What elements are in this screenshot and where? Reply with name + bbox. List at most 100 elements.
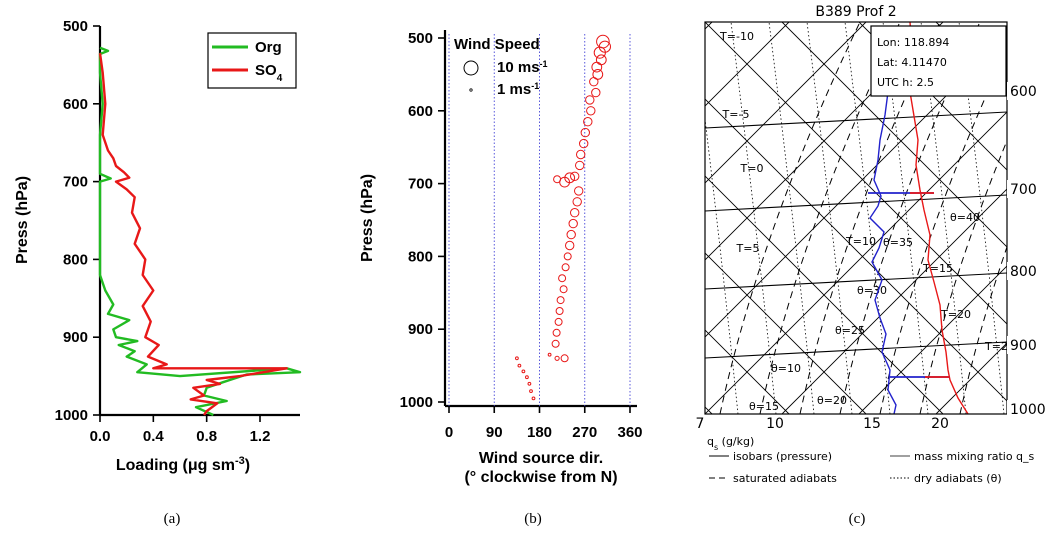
panel-c: B389 Prof 2 T=-10T=-5T=0T=5T=10T=15T=20T… — [243, 4, 1049, 485]
wind-marker — [576, 149, 586, 160]
legend-dry-label: dry adiabats (θ) — [914, 472, 1002, 485]
isobar-line — [705, 194, 1007, 212]
wind-marker — [554, 317, 563, 326]
saturated-adiabat — [879, 48, 1007, 414]
isotherm-line — [705, 329, 790, 414]
isobar-line — [705, 111, 1007, 129]
wind-marker — [552, 328, 561, 337]
dry-adiabat — [958, 22, 1005, 414]
wind-marker — [575, 160, 585, 171]
dry-adiabat-label: θ=40 — [950, 211, 980, 224]
right-label-bg — [1007, 400, 1047, 418]
panel-a-xtick-label: 0.0 — [90, 428, 111, 445]
dry-adiabat-label: θ=35 — [883, 236, 913, 249]
isobar-line — [705, 341, 1007, 359]
wind-marker — [593, 46, 606, 59]
panel-a-xlabel: Loading (μg sm-3) — [116, 455, 250, 474]
dry-adiabat — [730, 22, 777, 414]
wind-marker — [591, 87, 601, 98]
panel-a-ytick-label: 800 — [63, 251, 88, 268]
wind-marker — [570, 208, 580, 218]
panel-c-frame — [704, 21, 1008, 415]
info-lon: Lon: 118.894 — [877, 36, 949, 49]
isotherm-label: T=25 — [984, 340, 1015, 353]
saturated-adiabat — [919, 139, 1007, 414]
series-so4-line — [98, 53, 288, 416]
panel-a-ytick-label: 1000 — [55, 407, 88, 424]
isotherm-label: T=0 — [740, 162, 764, 175]
wind-marker — [589, 77, 599, 87]
wind-marker — [521, 369, 526, 374]
isotherm-line — [935, 342, 1007, 414]
saturated-adiabat — [719, 22, 861, 414]
right-label-bg — [1007, 336, 1047, 354]
isotherm-label: T=-5 — [722, 108, 750, 121]
caption-c: (c) — [849, 511, 866, 527]
wind-marker — [574, 186, 584, 196]
wind-marker — [531, 396, 536, 401]
legend-org-label: Org — [255, 39, 282, 56]
panel-a-ylabel: Press (hPa) — [14, 176, 31, 264]
panel-b-legend: Wind Speed 10 ms-1 1 ms-1 — [454, 36, 548, 98]
panel-c-pressure-label: 900 — [1010, 338, 1037, 354]
panel-c-pressure-label: 1000 — [1010, 402, 1046, 418]
wind-marker — [554, 355, 560, 361]
panel-a-xtick-label: 0.8 — [196, 428, 217, 445]
panel-b-ylabel: Press (hPa) — [359, 174, 376, 262]
panel-c-xlabel: qs (g/kg) — [707, 435, 754, 452]
saturated-adiabat — [839, 22, 981, 414]
isotherm-label: T=20 — [940, 308, 971, 321]
panel-c-legend: isobars (pressure) mass mixing ratio q_s… — [709, 450, 1035, 485]
wind-marker — [556, 296, 565, 305]
wind-marker — [563, 252, 572, 261]
wind-marker — [559, 176, 570, 188]
wind-marker — [525, 375, 529, 380]
legend-mixing-label: mass mixing ratio q_s — [914, 450, 1035, 463]
wind-marker — [580, 127, 590, 138]
isotherm-label: T=10 — [845, 235, 876, 248]
right-label-bg — [1007, 262, 1047, 280]
wind-marker — [529, 389, 533, 394]
panel-c-title: B389 Prof 2 — [815, 4, 896, 20]
wind-marker — [568, 218, 578, 229]
info-box: Lon: 118.894 Lat: 4.11470 UTC h: 2.5 — [870, 25, 1007, 97]
panel-b-ytick-label: 600 — [408, 103, 433, 120]
panel-a-ytick-label: 700 — [63, 174, 88, 191]
isobar-line — [705, 272, 1007, 290]
saturated-adiabat — [799, 22, 941, 414]
panel-c-qs-tick: 7 — [696, 416, 705, 432]
dry-adiabat — [882, 22, 929, 414]
wind-marker — [570, 171, 580, 182]
wind-marker — [585, 95, 595, 105]
series-org-line — [98, 46, 302, 417]
isotherm-line — [705, 111, 1007, 414]
isotherm-label: T=5 — [736, 242, 760, 255]
panel-b-ytick-label: 900 — [408, 321, 433, 338]
temperature-profile — [907, 22, 969, 414]
wind-marker — [555, 307, 564, 315]
dry-adiabat — [705, 115, 739, 414]
wind-marker — [572, 197, 582, 207]
legend-1ms-label: 1 ms-1 — [497, 81, 539, 98]
isotherm-line — [243, 22, 635, 414]
wind-marker — [561, 263, 570, 272]
dry-adiabat-label: θ=15 — [749, 400, 779, 413]
panel-c-qs-tick: 10 — [766, 416, 784, 432]
panel-a-xlabel-text: Loading (μg sm — [116, 457, 235, 474]
panel-c-qs-tick: 20 — [931, 416, 949, 432]
isotherm-line — [1013, 22, 1049, 414]
panel-a-xtick-label: 0.4 — [143, 428, 165, 445]
panel-c-pressure-label: 700 — [1010, 182, 1037, 198]
skewt-background: T=-10 T=-5 T=0 T=5 T=10 T=15 T=20 T=25 θ=10 θ=15 θ… — [243, 22, 1049, 414]
isotherm-label: T=-10 — [719, 30, 754, 43]
dry-adiabat — [768, 22, 815, 414]
wind-marker — [566, 229, 576, 240]
isotherm-line — [705, 22, 867, 184]
panel-b-ytick-label: 800 — [408, 248, 433, 265]
panel-b-xtick-label: 0 — [445, 424, 453, 441]
panel-b-xtick-label: 360 — [617, 424, 642, 441]
wind-marker — [565, 240, 575, 251]
wind-marker — [591, 61, 603, 73]
wind-marker — [515, 356, 519, 361]
